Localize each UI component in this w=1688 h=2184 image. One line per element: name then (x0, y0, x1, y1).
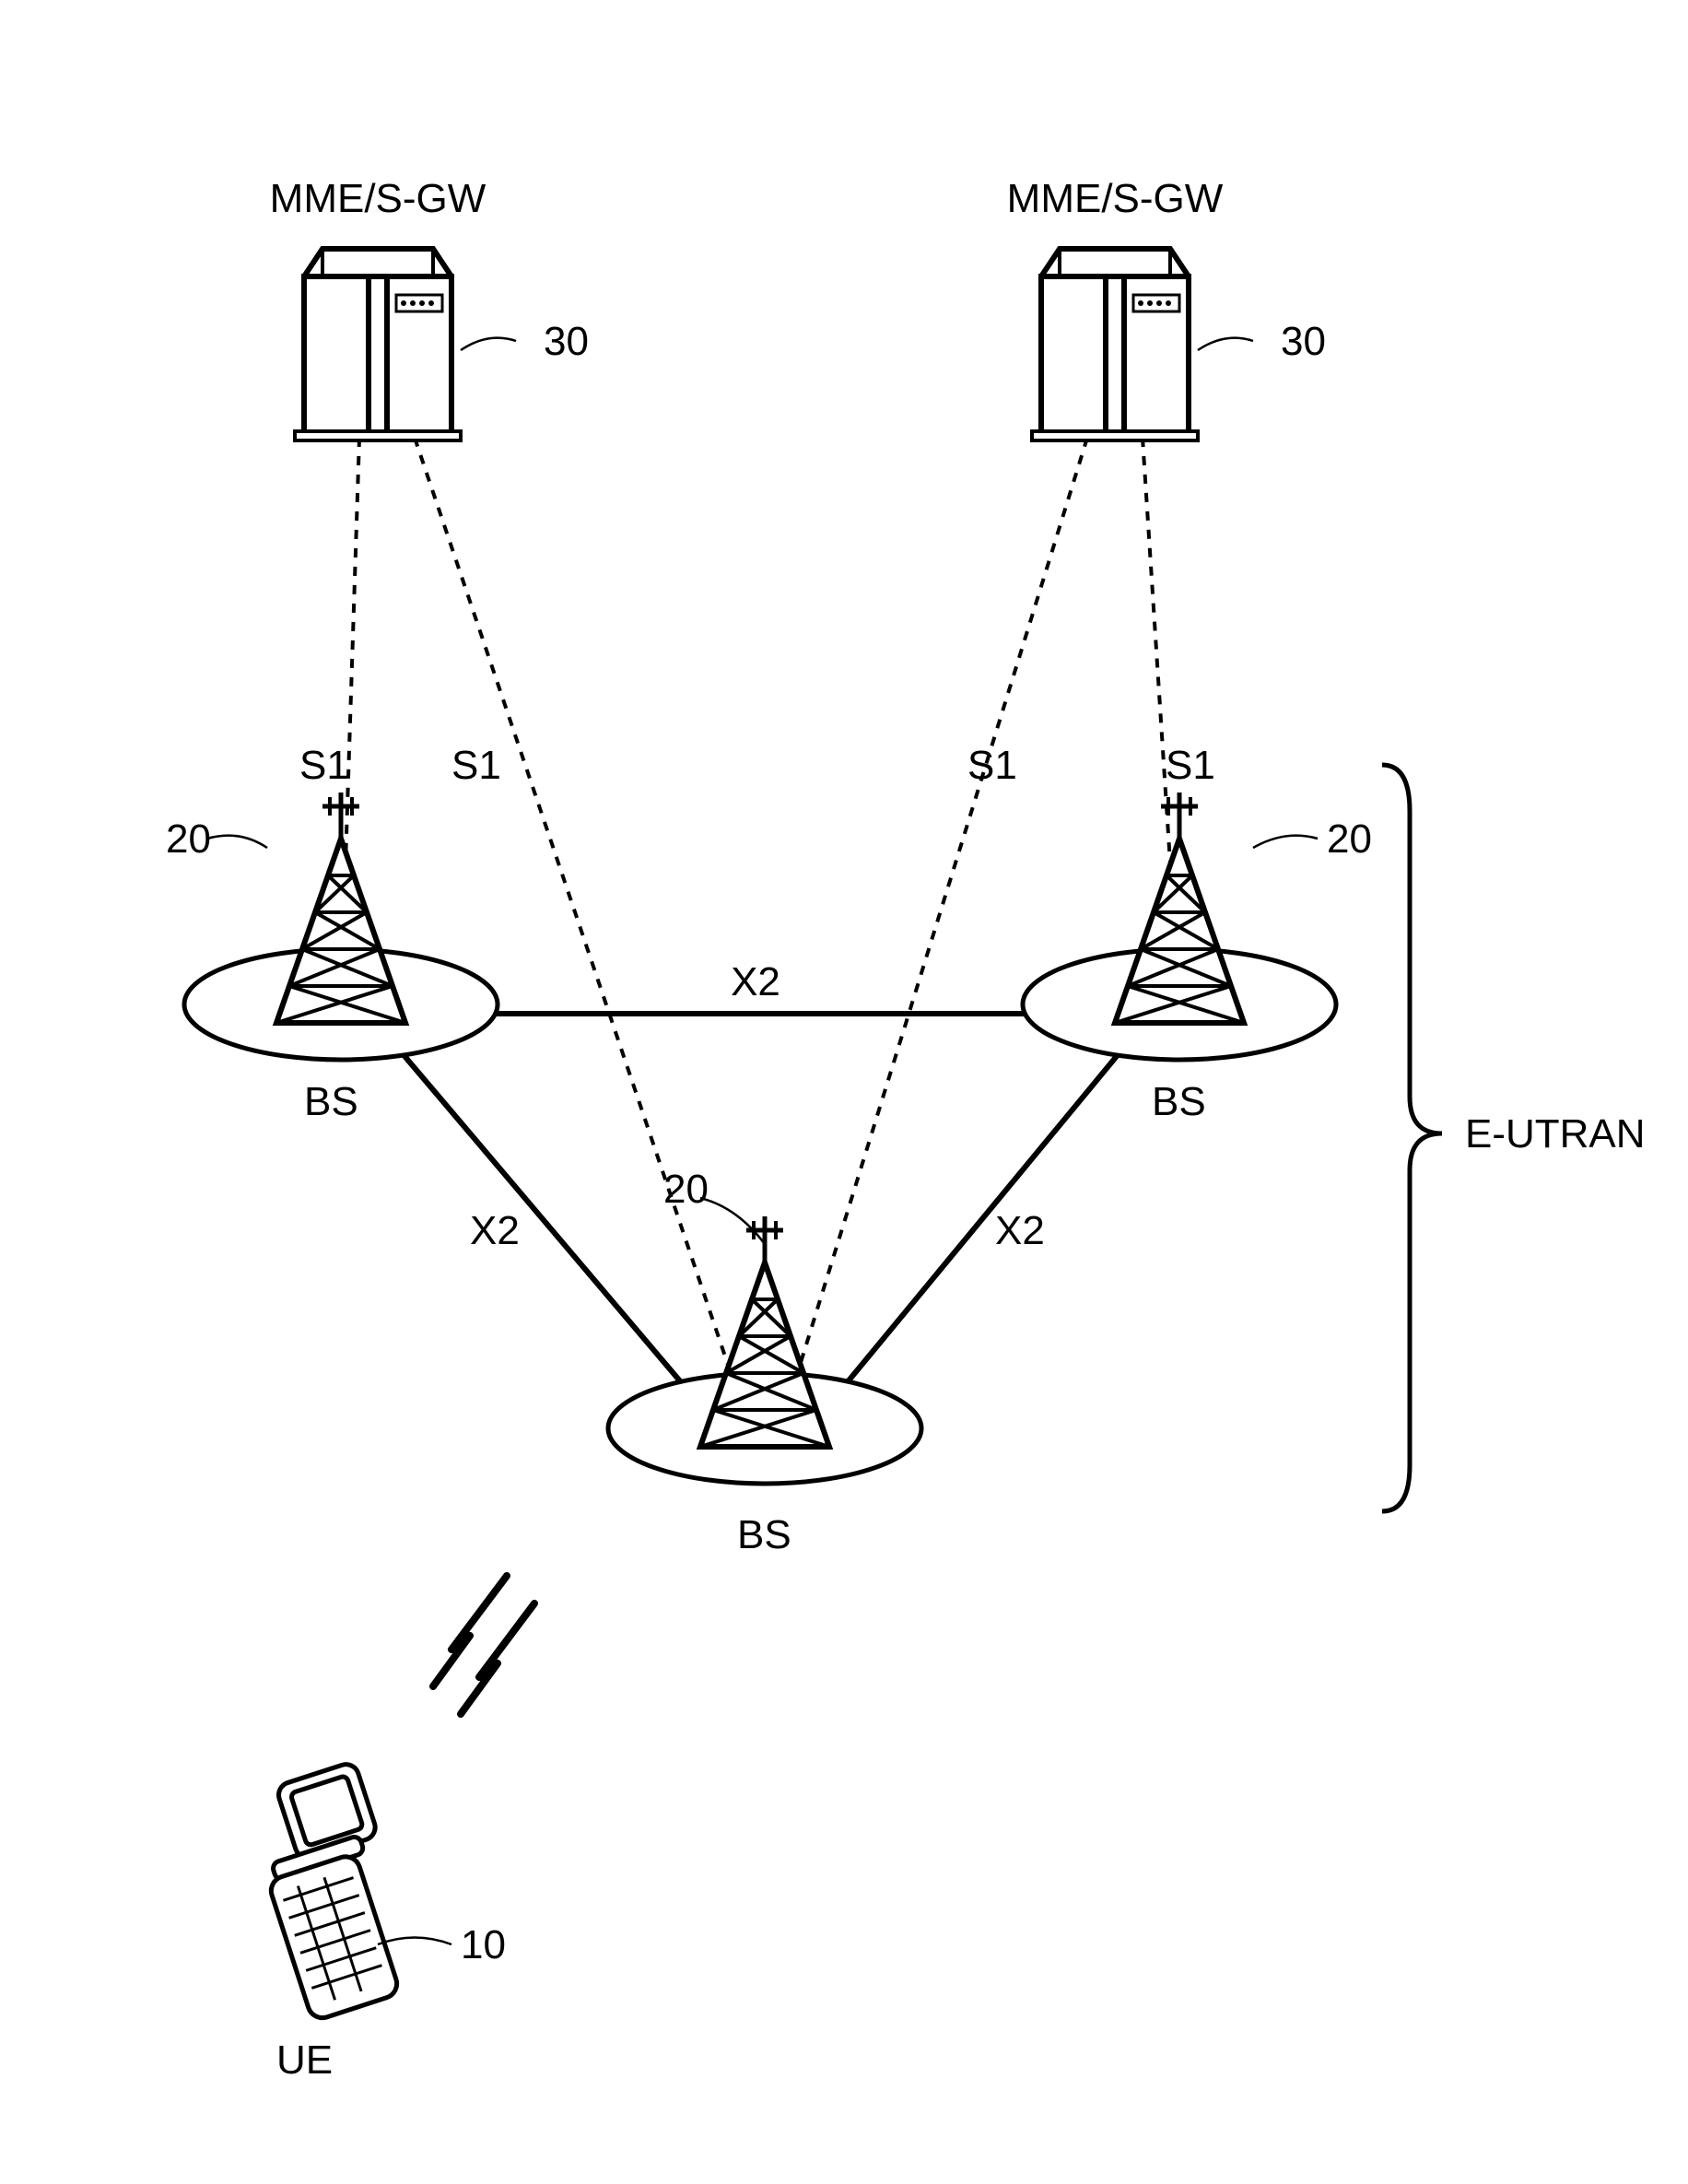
ue-label: UE (276, 2037, 333, 2083)
radio-link-icon (433, 1576, 534, 1714)
bs-left-label: BS (304, 1079, 358, 1124)
mme-left-title: MME/S-GW (270, 176, 486, 221)
x2-label-top: X2 (731, 959, 780, 1004)
bs-right-ref: 20 (1327, 816, 1372, 862)
mme-left-ref: 30 (544, 319, 589, 364)
eutran-brace (1382, 765, 1442, 1511)
bs-right (1023, 793, 1336, 1060)
bs-bottom-label: BS (737, 1512, 791, 1557)
s1-label-4: S1 (1166, 743, 1215, 788)
bs-left (184, 793, 498, 1060)
network-diagram: MME/S-GW MME/S-GW 30 30 S1 S1 S1 S1 20 2… (0, 0, 1688, 2184)
s1-label-3: S1 (967, 743, 1017, 788)
s1-label-1: S1 (299, 743, 349, 788)
s1-label-2: S1 (451, 743, 501, 788)
bs-bottom-ref: 20 (663, 1167, 709, 1212)
mme-right-title: MME/S-GW (1007, 176, 1224, 221)
x2-label-right: X2 (995, 1208, 1045, 1253)
mme-right (1032, 249, 1198, 440)
ue-ref: 10 (461, 1922, 506, 1967)
bs-right-label: BS (1152, 1079, 1206, 1124)
x2-label-left: X2 (470, 1208, 520, 1253)
eutran-label: E-UTRAN (1465, 1111, 1646, 1157)
ref-leaders (207, 338, 1318, 1944)
bs-left-ref: 20 (166, 816, 211, 862)
mme-left (295, 249, 461, 440)
mme-right-ref: 30 (1281, 319, 1326, 364)
ue (240, 1761, 427, 2022)
